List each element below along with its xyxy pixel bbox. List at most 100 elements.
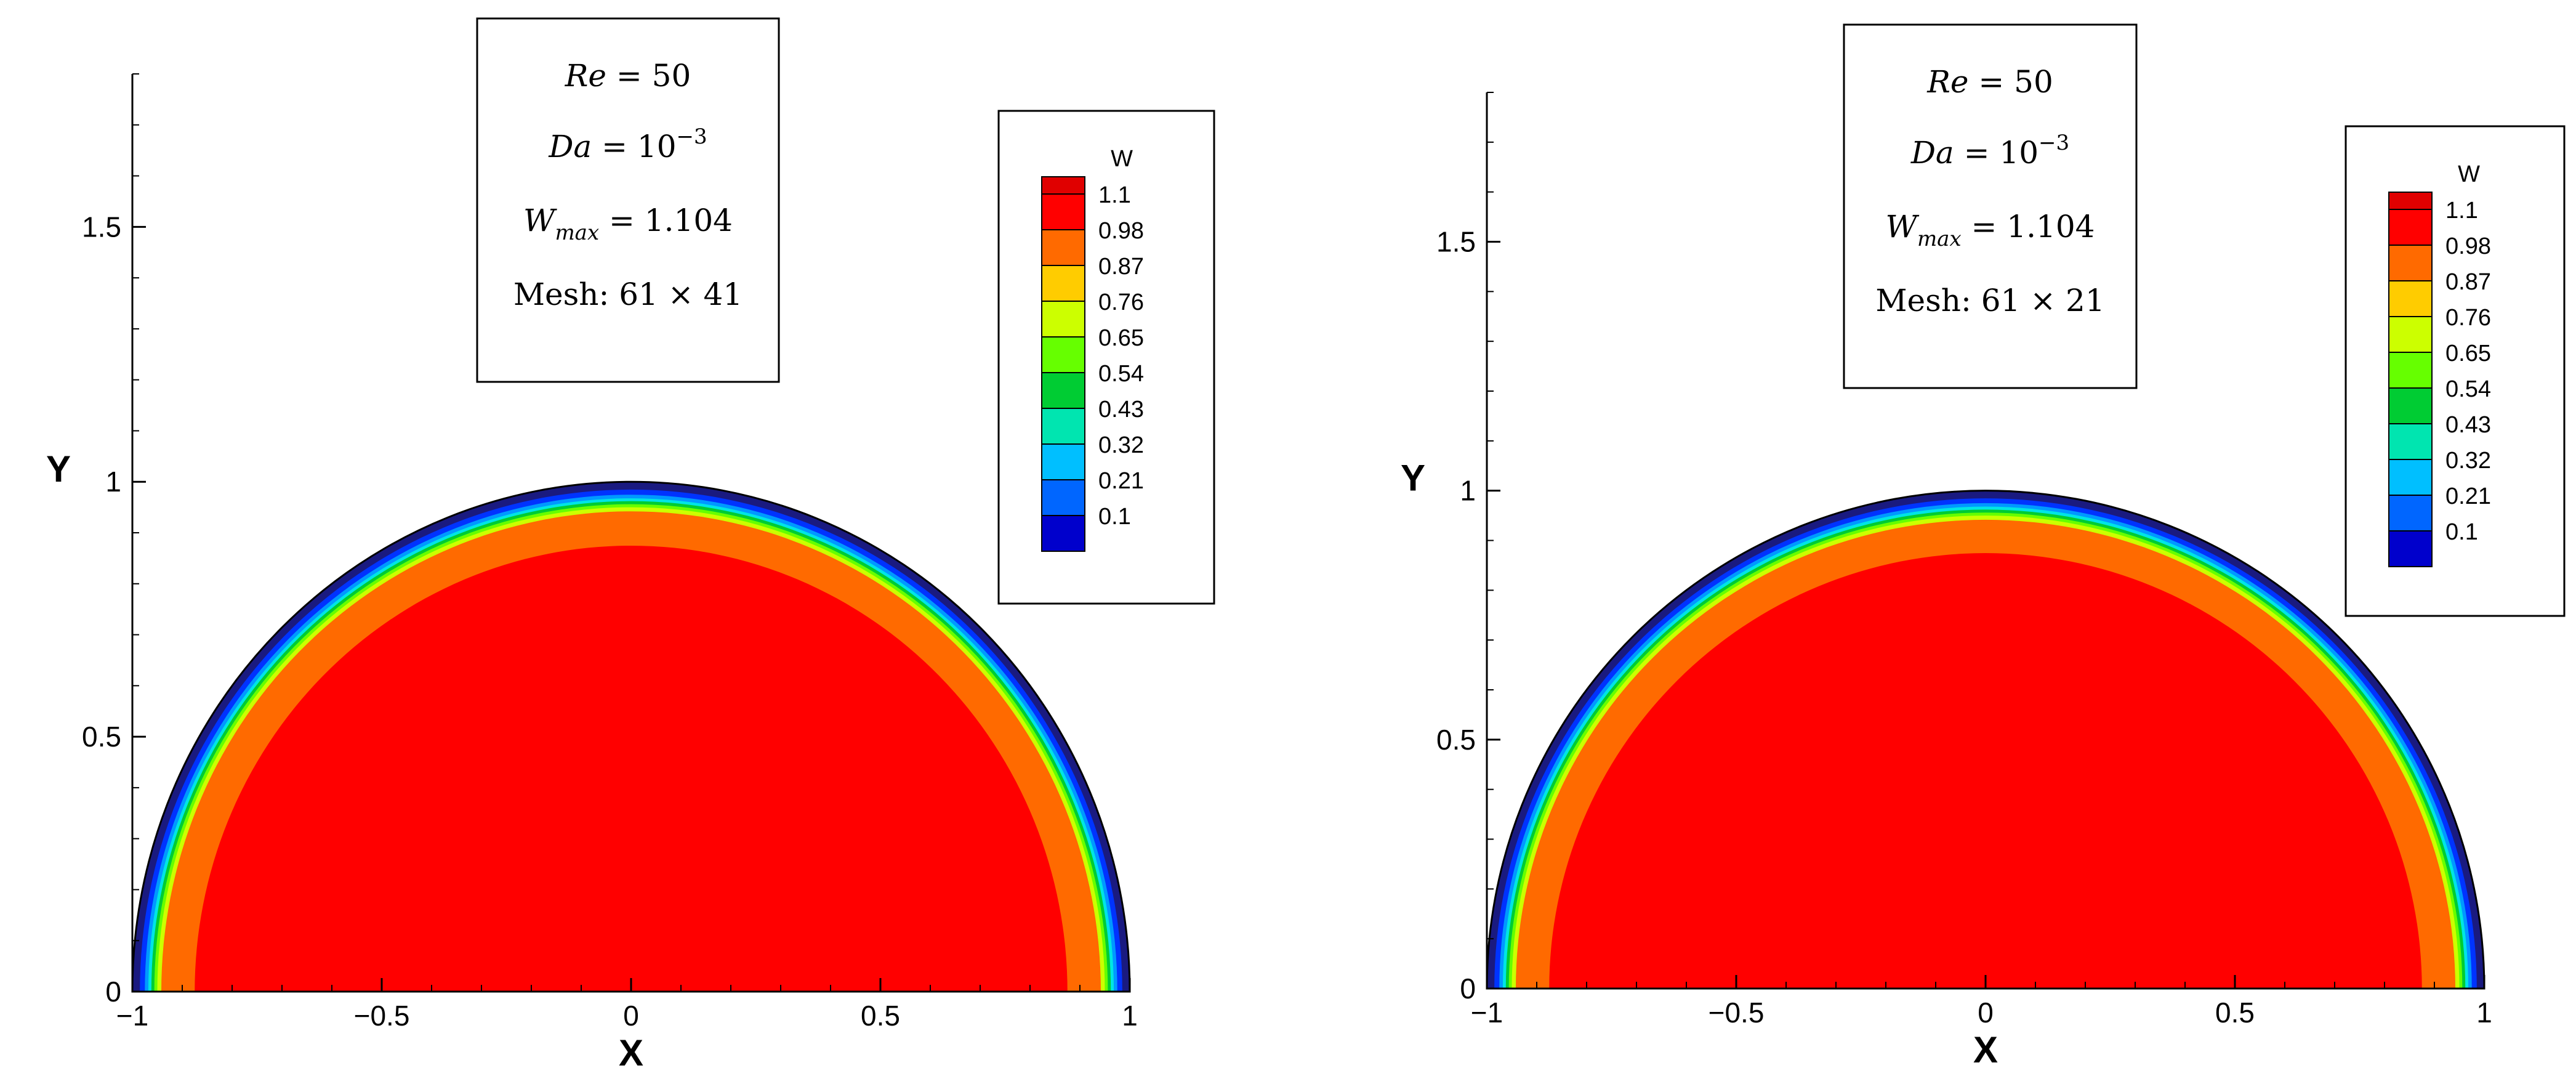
y-tick-label: 1: [105, 466, 121, 498]
legend-swatch: [1041, 193, 1085, 230]
info-wmax: Wmax = 1.104: [1886, 209, 2095, 251]
x-tick-label: −0.5: [1709, 997, 1765, 1029]
x-tick-label: 0.5: [861, 1000, 900, 1032]
legend-label: 0.21: [1098, 468, 1144, 494]
legend-swatch: [2388, 459, 2433, 496]
legend-swatch: [1041, 479, 1085, 516]
legend-label: 0.32: [2445, 448, 2491, 474]
re-value: = 50: [1978, 64, 2053, 100]
y-tick-label: 0.5: [82, 721, 121, 753]
info-da: Da = 10−3: [548, 124, 707, 164]
legend: W 1.1 0.98 0.87 0.76 0.65 0.54 0.43 0.32 0.21 0.1: [2345, 125, 2566, 617]
legend-swatch: [1041, 443, 1085, 480]
y-tick-label: 1.5: [82, 211, 121, 243]
wmax-value: = 1.104: [599, 203, 733, 238]
wmax-value: = 1.104: [1962, 209, 2095, 245]
legend-title: W: [2458, 161, 2480, 187]
legend-label: 0.21: [2445, 483, 2491, 509]
legend-label: 0.87: [2445, 269, 2491, 295]
legend-title: W: [1111, 146, 1133, 172]
legend-frame: [997, 110, 1215, 605]
wmax-symbol: W: [1886, 209, 1920, 245]
info-da: Da = 10−3: [1910, 131, 2069, 171]
legend-swatch: [2388, 530, 2433, 567]
legend-swatch: [1041, 301, 1085, 338]
x-axis-title: X: [1973, 1029, 1998, 1070]
legend-label: 0.65: [1098, 325, 1144, 351]
y-axis-title: Y: [1401, 458, 1425, 499]
legend-swatch-top: [2388, 192, 2433, 210]
info-re: Re = 50: [1926, 64, 2053, 100]
legend-swatch: [2388, 209, 2433, 246]
legend-label: 1.1: [1098, 182, 1131, 208]
da-exponent: −3: [2039, 131, 2069, 155]
re-value: = 50: [616, 58, 691, 94]
legend-swatch: [2388, 387, 2433, 424]
y-axis-title: Y: [46, 448, 71, 490]
legend-label: 0.87: [1098, 254, 1144, 280]
legend-label: 0.65: [2445, 341, 2491, 366]
y-tick-label: 1.5: [1436, 226, 1476, 258]
x-tick-label: 0: [623, 1000, 639, 1032]
y-tick-label: 0: [1460, 973, 1476, 1005]
da-value: = 10: [602, 129, 676, 164]
x-tick-label: −1: [1471, 997, 1503, 1029]
legend-label: 0.98: [2445, 233, 2491, 259]
contour-band: [1549, 553, 2422, 989]
legend-swatch: [2388, 352, 2433, 389]
contour-band: [195, 545, 1068, 992]
legend-swatch: [1041, 515, 1085, 552]
info-wmax: Wmax = 1.104: [523, 203, 733, 245]
chart-panel-1: −1 −0.5 0 0.5 1 0 0.5 1 1.5 X Y Re = 50 Da = 10−3 Wma…: [46, 17, 1215, 1074]
legend-swatch: [2388, 423, 2433, 460]
x-tick-label: −1: [116, 1000, 148, 1032]
legend-label: 0.76: [1098, 289, 1144, 315]
chart-panel-2: −1 −0.5 0 0.5 1 0 0.5 1 1.5 X Y Re = 50 Da = 10−3 Wma…: [1401, 23, 2566, 1070]
info-box-frame: [1843, 23, 2138, 389]
legend-frame: [2345, 125, 2566, 617]
da-value: = 10: [1964, 135, 2039, 171]
info-box-frame: [476, 17, 780, 383]
legend: W 1.1 0.98 0.87 0.76 0.65 0.54 0.43 0.32 0.21 0.1: [997, 110, 1215, 605]
y-tick-label: 1: [1460, 475, 1476, 507]
y-tick-label: 0.5: [1436, 724, 1476, 756]
legend-swatch: [1041, 336, 1085, 373]
legend-label: 1.1: [2445, 198, 2478, 224]
legend-swatch: [2388, 316, 2433, 353]
x-tick-label: 0: [1978, 997, 1994, 1029]
legend-label: 0.1: [1098, 504, 1131, 530]
da-exponent: −3: [677, 124, 707, 149]
info-mesh: Mesh: 61 × 41: [513, 277, 743, 312]
legend-swatch: [2388, 280, 2433, 317]
info-box: Re = 50 Da = 10−3 Wmax = 1.104 Mesh: 61 × 2…: [1843, 23, 2138, 389]
y-tick-label: 0: [105, 976, 121, 1008]
x-tick-label: 1: [2476, 997, 2492, 1029]
wmax-subscript: max: [555, 220, 599, 245]
re-symbol: Re: [1926, 64, 1978, 100]
legend-swatch: [1041, 408, 1085, 445]
legend-swatch: [1041, 372, 1085, 409]
re-symbol: Re: [565, 58, 616, 94]
x-tick-label: −0.5: [354, 1000, 410, 1032]
x-tick-label: 1: [1122, 1000, 1138, 1032]
legend-label: 0.98: [1098, 218, 1144, 244]
legend-label: 0.32: [1098, 432, 1144, 458]
da-symbol: Da: [1910, 135, 1964, 171]
legend-label: 0.76: [2445, 305, 2491, 331]
da-symbol: Da: [548, 129, 602, 164]
legend-swatch: [2388, 245, 2433, 281]
legend-swatch: [2388, 495, 2433, 532]
x-tick-label: 0.5: [2215, 997, 2255, 1029]
legend-label: 0.54: [1098, 361, 1144, 387]
info-box: Re = 50 Da = 10−3 Wmax = 1.104 Mesh: 61 × 4…: [476, 17, 780, 383]
legend-label: 0.1: [2445, 519, 2478, 545]
legend-swatch: [1041, 229, 1085, 266]
legend-swatch: [1041, 265, 1085, 302]
legend-label: 0.54: [2445, 376, 2491, 402]
x-axis-title: X: [619, 1032, 643, 1074]
legend-label: 0.43: [2445, 412, 2491, 438]
info-mesh: Mesh: 61 × 21: [1875, 283, 2104, 318]
wmax-symbol: W: [523, 203, 557, 238]
info-re: Re = 50: [565, 58, 691, 94]
